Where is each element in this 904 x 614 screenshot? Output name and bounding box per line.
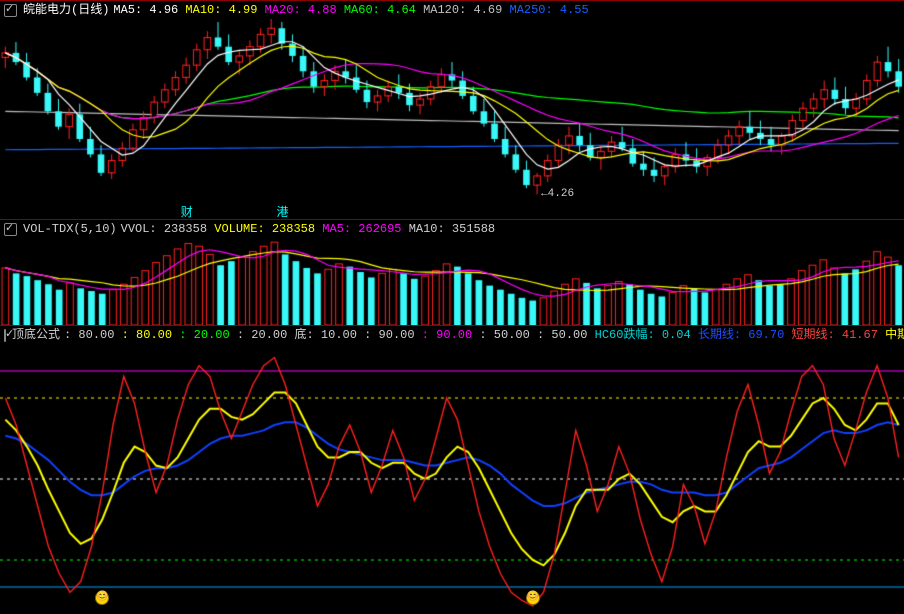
panel-checkbox-icon[interactable] [4, 329, 6, 342]
volume-title: VOL-TDX(5,10) [23, 222, 117, 236]
smiley-signal-icon [95, 591, 109, 605]
indicator-chart-panel[interactable]: 顶底公式 : 80.00 : 80.00 : 20.00 : 20.00 底: … [0, 325, 904, 614]
series-label: 中期线: 59.56 [885, 328, 904, 342]
smiley-signal-icon [526, 591, 540, 605]
series-label: MA10: 4.99 [185, 3, 257, 17]
series-label: : 20.00 [237, 328, 287, 342]
series-label: MA5: 262695 [322, 222, 401, 236]
series-label: VVOL: 238358 [121, 222, 207, 236]
stock-title: 皖能电力(日线) [23, 3, 109, 17]
indicator-canvas[interactable] [0, 344, 904, 614]
price-chart-panel[interactable]: 皖能电力(日线) MA5: 4.96 MA10: 4.99 MA20: 4.88… [0, 0, 904, 219]
event-marker: 财 [181, 203, 193, 220]
series-label: : 20.00 [179, 328, 229, 342]
series-label: : 50.00 [479, 328, 529, 342]
series-label: 短期线: 41.67 [791, 328, 877, 342]
low-price-annotation: ←4.26 [541, 188, 574, 200]
series-label: MA20: 4.88 [265, 3, 337, 17]
series-label: MA60: 4.64 [344, 3, 416, 17]
series-label: : 80.00 [122, 328, 172, 342]
volume-chart-panel[interactable]: VOL-TDX(5,10) VVOL: 238358 VOLUME: 23835… [0, 219, 904, 325]
series-label: MA250: 4.55 [510, 3, 589, 17]
volume-canvas[interactable] [0, 238, 904, 325]
series-label: MA10: 351588 [409, 222, 495, 236]
price-canvas[interactable] [0, 19, 904, 219]
series-label: HC60跌幅: 0.04 [595, 328, 691, 342]
series-label: MA120: 4.69 [423, 3, 502, 17]
series-label: MA5: 4.96 [113, 3, 178, 17]
series-label: 底: 10.00 [295, 328, 357, 342]
panel-checkbox-icon[interactable] [4, 4, 17, 17]
indicator-title: 顶底公式 [12, 328, 60, 342]
series-label: : 90.00 [422, 328, 472, 342]
series-label: 长期线: 69.70 [698, 328, 784, 342]
series-label: : 50.00 [537, 328, 587, 342]
price-label-row: 皖能电力(日线) MA5: 4.96 MA10: 4.99 MA20: 4.88… [0, 1, 904, 19]
event-marker: 港 [277, 203, 289, 220]
volume-label-row: VOL-TDX(5,10) VVOL: 238358 VOLUME: 23835… [0, 220, 904, 238]
series-label: : 90.00 [364, 328, 414, 342]
series-label: : 80.00 [64, 328, 114, 342]
series-label: VOLUME: 238358 [214, 222, 315, 236]
indicator-label-row: 顶底公式 : 80.00 : 80.00 : 20.00 : 20.00 底: … [0, 326, 904, 344]
panel-checkbox-icon[interactable] [4, 223, 17, 236]
